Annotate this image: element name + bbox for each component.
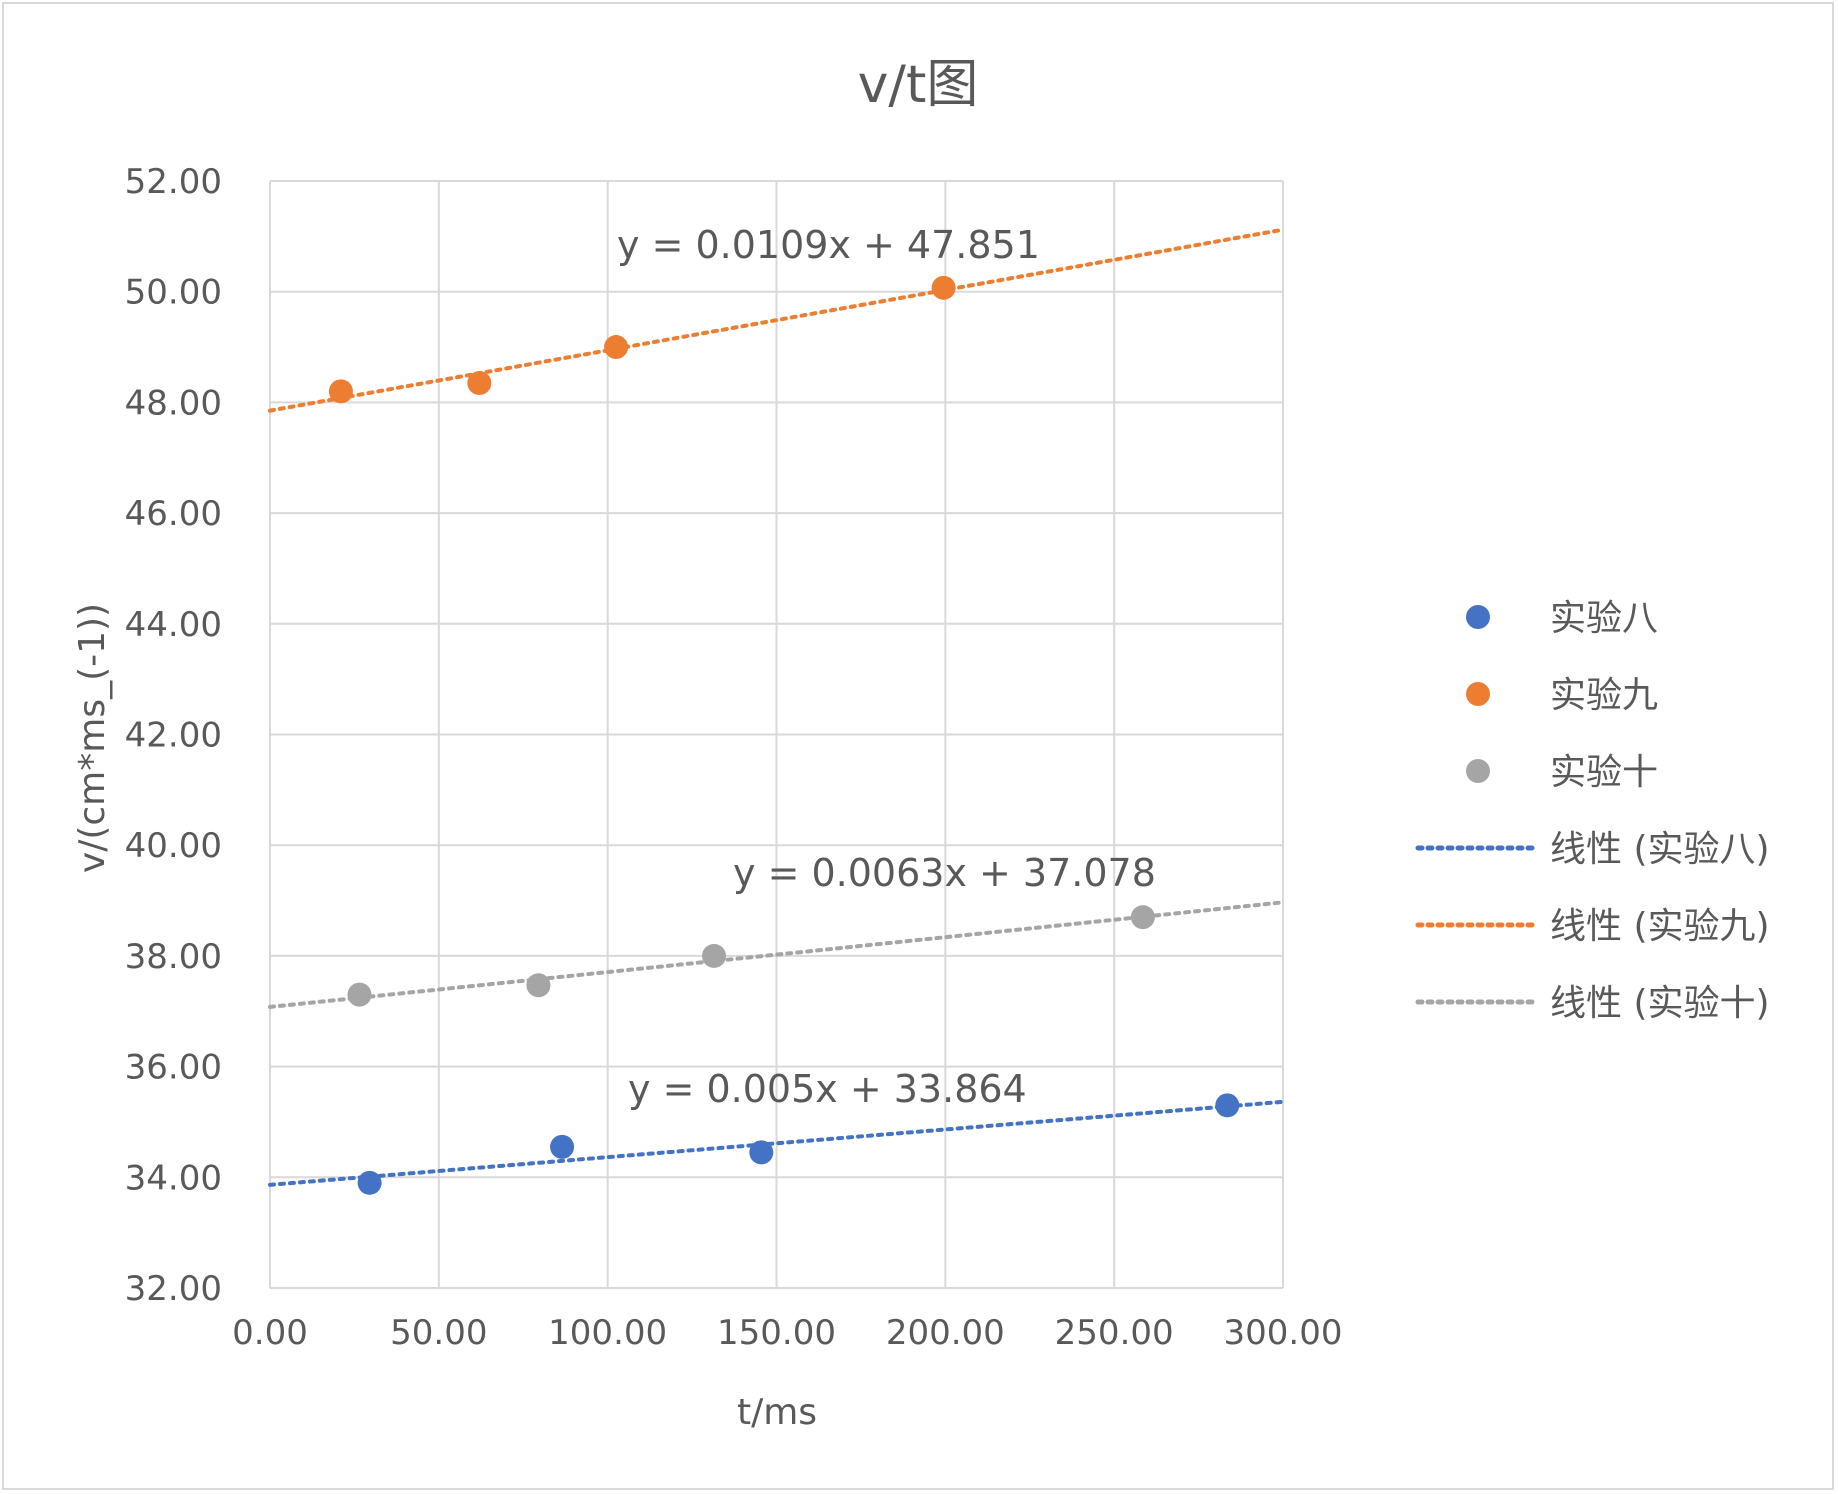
x-tick-label: 100.00 [548,1313,667,1353]
data-point [931,275,956,300]
y-tick-label: 40.00 [125,826,222,866]
data-point [604,335,629,360]
data-point [1130,905,1155,930]
trendline-equations: y = 0.005x + 33.864 y = 0.0109x + 47.851 y… [617,223,1156,1111]
y-tick-label: 38.00 [125,937,222,977]
x-tick-label: 200.00 [886,1313,1005,1353]
data-point [328,379,353,404]
data-point [1215,1093,1240,1118]
x-axis-ticks: 0.00 50.00 100.00 150.00 200.00 250.00 300.00 [232,1313,1342,1353]
y-tick-label: 44.00 [125,605,222,645]
legend-label: 实验九 [1550,675,1658,716]
y-tick-label: 48.00 [125,383,222,423]
chart-title: v/t图 [858,55,979,115]
data-points [328,275,1240,1195]
gridlines [269,180,1284,1289]
x-tick-label: 250.00 [1055,1313,1174,1353]
data-point [550,1134,575,1159]
x-tick-label: 150.00 [717,1313,836,1353]
trendline-equation: y = 0.0109x + 47.851 [617,223,1040,267]
y-axis-ticks: 32.00 34.00 36.00 38.00 40.00 42.00 44.00 46.00… [125,162,222,1309]
x-tick-label: 50.00 [390,1313,487,1353]
y-tick-label: 50.00 [125,273,222,313]
data-point [467,371,492,396]
trendline-equation: y = 0.005x + 33.864 [628,1067,1027,1111]
data-point [702,943,727,968]
legend-marker [1466,682,1490,706]
y-tick-label: 34.00 [125,1158,222,1198]
legend-marker [1466,605,1490,629]
trendline-3 [268,900,1285,1009]
data-point [749,1140,774,1165]
trendline-1 [268,1099,1285,1187]
data-point [347,982,372,1007]
legend-label: 线性 (实验十) [1550,983,1770,1024]
legend-marker [1466,759,1490,783]
data-point [357,1170,382,1195]
trendline-equation: y = 0.0063x + 37.078 [733,851,1156,895]
y-tick-label: 42.00 [125,716,222,756]
y-tick-label: 36.00 [125,1048,222,1088]
data-point [526,973,551,998]
y-axis-title: v/(cm*ms_(-1)) [72,603,113,873]
trendline-2 [268,227,1285,413]
x-axis-title: t/ms [737,1392,817,1433]
trendlines [268,227,1285,1187]
legend-label: 实验十 [1550,752,1658,793]
y-tick-label: 52.00 [125,162,222,202]
legend-label: 线性 (实验九) [1550,906,1770,947]
y-tick-label: 32.00 [125,1269,222,1309]
legend-label: 实验八 [1550,598,1658,639]
x-tick-label: 300.00 [1224,1313,1343,1353]
legend-label: 线性 (实验八) [1550,829,1770,870]
y-tick-label: 46.00 [125,494,222,534]
x-tick-label: 0.00 [232,1313,308,1353]
